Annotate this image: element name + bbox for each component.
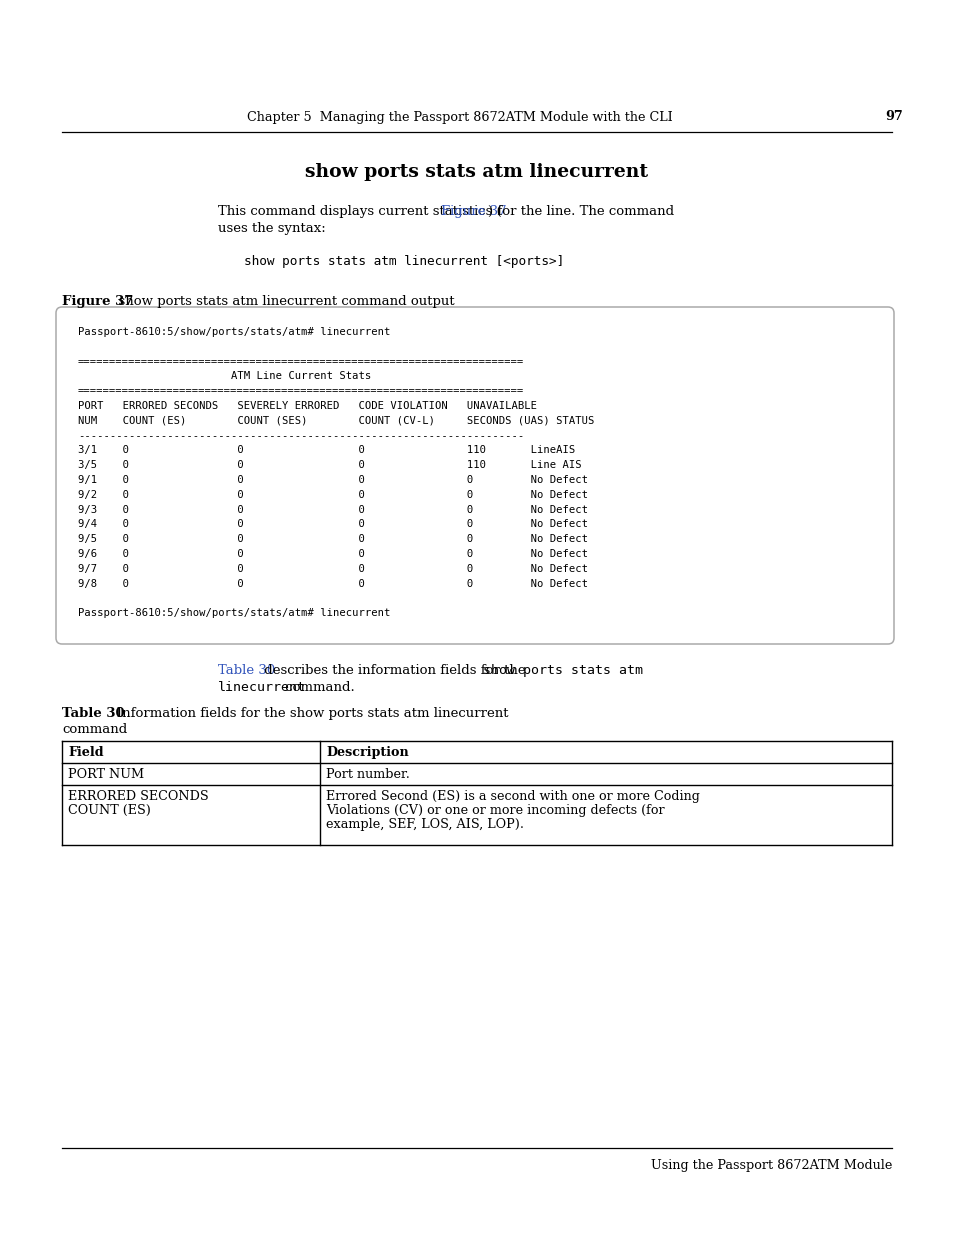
Text: Description: Description <box>326 746 408 760</box>
Text: 97: 97 <box>884 110 902 124</box>
Text: PORT NUM: PORT NUM <box>68 768 144 781</box>
Text: Passport-8610:5/show/ports/stats/atm# linecurrent: Passport-8610:5/show/ports/stats/atm# li… <box>78 327 390 337</box>
Text: Information fields for the show ports stats atm linecurrent: Information fields for the show ports st… <box>104 706 508 720</box>
Text: 9/7    0                 0                  0                0         No Defect: 9/7 0 0 0 0 No Defect <box>78 564 587 574</box>
Text: show ports stats atm linecurrent [<ports>]: show ports stats atm linecurrent [<ports… <box>244 254 563 268</box>
Text: 9/1    0                 0                  0                0         No Defect: 9/1 0 0 0 0 No Defect <box>78 475 587 485</box>
Text: 3/5    0                 0                  0                110       Line AIS: 3/5 0 0 0 110 Line AIS <box>78 461 581 471</box>
Text: 9/6    0                 0                  0                0         No Defect: 9/6 0 0 0 0 No Defect <box>78 550 587 559</box>
Text: 9/3    0                 0                  0                0         No Defect: 9/3 0 0 0 0 No Defect <box>78 505 587 515</box>
Text: show ports stats atm: show ports stats atm <box>482 664 642 677</box>
Text: Violations (CV) or one or more incoming defects (for: Violations (CV) or one or more incoming … <box>326 804 664 818</box>
Text: command: command <box>62 722 127 736</box>
Text: COUNT (ES): COUNT (ES) <box>68 804 151 818</box>
Text: PORT   ERRORED SECONDS   SEVERELY ERRORED   CODE VIOLATION   UNAVAILABLE: PORT ERRORED SECONDS SEVERELY ERRORED CO… <box>78 401 537 411</box>
Text: ======================================================================: ========================================… <box>78 387 524 396</box>
Text: Figure 37: Figure 37 <box>440 205 506 219</box>
Text: ) for the line. The command: ) for the line. The command <box>488 205 674 219</box>
Text: command.: command. <box>281 680 355 694</box>
Text: ----------------------------------------------------------------------: ----------------------------------------… <box>78 431 524 441</box>
Text: Using the Passport 8672ATM Module: Using the Passport 8672ATM Module <box>650 1158 891 1172</box>
Text: Passport-8610:5/show/ports/stats/atm# linecurrent: Passport-8610:5/show/ports/stats/atm# li… <box>78 608 390 619</box>
Text: show ports stats atm linecurrent: show ports stats atm linecurrent <box>305 163 648 182</box>
Text: 9/5    0                 0                  0                0         No Defect: 9/5 0 0 0 0 No Defect <box>78 535 587 545</box>
Text: show ports stats atm linecurrent command output: show ports stats atm linecurrent command… <box>110 295 454 308</box>
Text: ERRORED SECONDS: ERRORED SECONDS <box>68 790 209 803</box>
Text: ======================================================================: ========================================… <box>78 357 524 367</box>
Text: Figure 37: Figure 37 <box>62 295 133 308</box>
Text: 9/8    0                 0                  0                0         No Defect: 9/8 0 0 0 0 No Defect <box>78 579 587 589</box>
Text: Port number.: Port number. <box>326 768 410 781</box>
Text: Chapter 5  Managing the Passport 8672ATM Module with the CLI: Chapter 5 Managing the Passport 8672ATM … <box>247 110 672 124</box>
Text: This command displays current statistics (: This command displays current statistics… <box>218 205 501 219</box>
Text: linecurrent: linecurrent <box>218 680 306 694</box>
Text: Field: Field <box>68 746 104 760</box>
Text: example, SEF, LOS, AIS, LOP).: example, SEF, LOS, AIS, LOP). <box>326 818 523 831</box>
Text: Errored Second (ES) is a second with one or more Coding: Errored Second (ES) is a second with one… <box>326 790 700 803</box>
Text: Table 30: Table 30 <box>62 706 125 720</box>
Text: 3/1    0                 0                  0                110       LineAIS: 3/1 0 0 0 110 LineAIS <box>78 446 575 456</box>
FancyBboxPatch shape <box>56 308 893 643</box>
Text: uses the syntax:: uses the syntax: <box>218 222 325 235</box>
Text: describes the information fields for the: describes the information fields for the <box>260 664 530 677</box>
Text: 9/4    0                 0                  0                0         No Defect: 9/4 0 0 0 0 No Defect <box>78 520 587 530</box>
Text: NUM    COUNT (ES)        COUNT (SES)        COUNT (CV-L)     SECONDS (UAS) STATU: NUM COUNT (ES) COUNT (SES) COUNT (CV-L) … <box>78 416 594 426</box>
Text: ATM Line Current Stats: ATM Line Current Stats <box>78 372 371 382</box>
Text: Table 30: Table 30 <box>218 664 275 677</box>
Text: 9/2    0                 0                  0                0         No Defect: 9/2 0 0 0 0 No Defect <box>78 490 587 500</box>
